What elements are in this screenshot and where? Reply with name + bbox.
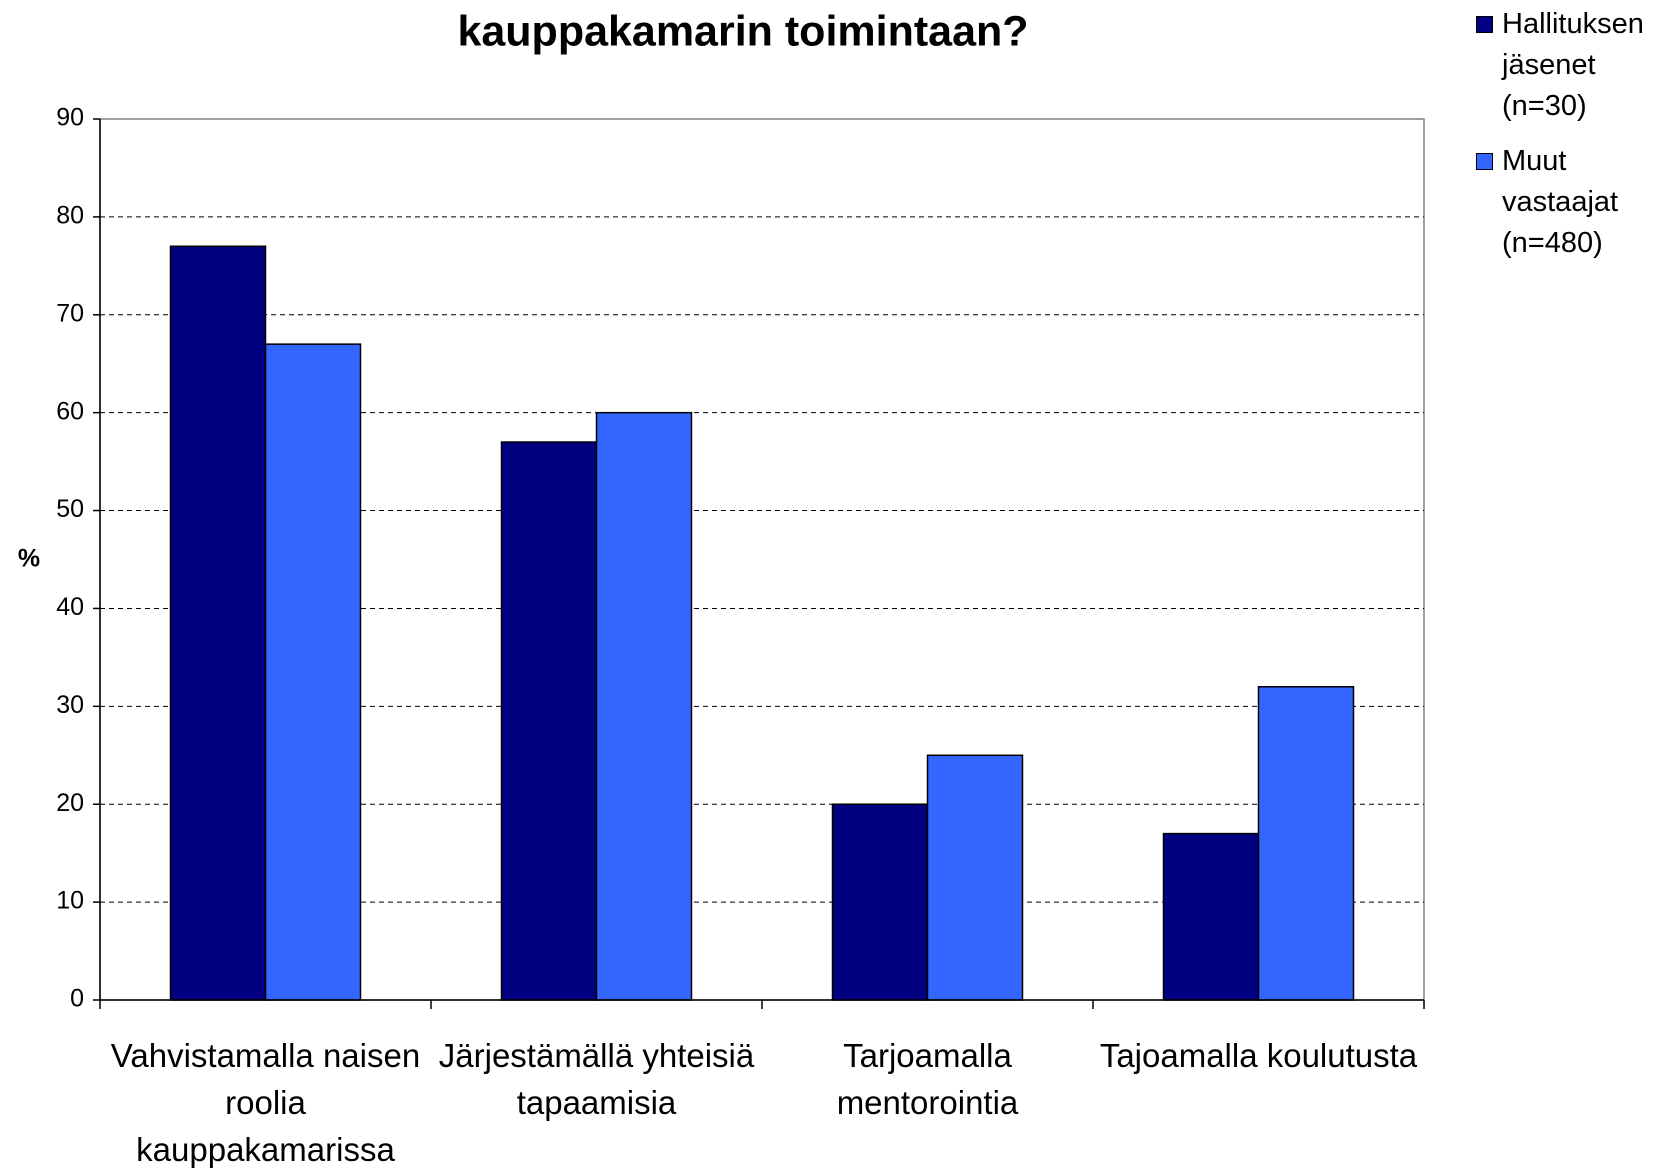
chart-title: kauppakamarin toimintaan? (457, 7, 1028, 55)
y-tick-label: 10 (56, 887, 84, 915)
x-tick-label: Vahvistamalla naisen roolia kauppakamari… (110, 1037, 421, 1168)
bar (169, 245, 267, 1001)
bar (831, 803, 929, 1001)
y-tick-label: 50 (56, 495, 84, 523)
x-tick-label: Tarjoamalla mentorointia (836, 1037, 1019, 1121)
bar (264, 343, 362, 1001)
y-tick-label: 60 (56, 397, 84, 425)
x-tick-label: Järjestämällä yhteisiä tapaamisia (438, 1037, 755, 1121)
legend-label: Hallituksen jäsenet (n=30) (1502, 8, 1644, 122)
legend-swatch (1476, 16, 1493, 33)
y-tick-label: 70 (56, 299, 84, 327)
bar (595, 411, 693, 1001)
bar (926, 754, 1024, 1001)
legend-label: Muut vastaajat (n=480) (1502, 145, 1619, 259)
x-tick-label: Tajoamalla koulutusta (1099, 1037, 1418, 1074)
bar (1162, 832, 1260, 1001)
y-tick-label: 20 (56, 789, 84, 817)
y-axis-label: % (18, 545, 40, 573)
y-tick-label: 30 (56, 691, 84, 719)
y-tick-label: 80 (56, 201, 84, 229)
y-tick-label: 90 (56, 104, 84, 132)
bar (1257, 686, 1355, 1001)
legend-swatch (1476, 153, 1493, 170)
y-tick-label: 0 (70, 985, 84, 1013)
bar (500, 441, 598, 1001)
y-tick-label: 40 (56, 593, 84, 621)
